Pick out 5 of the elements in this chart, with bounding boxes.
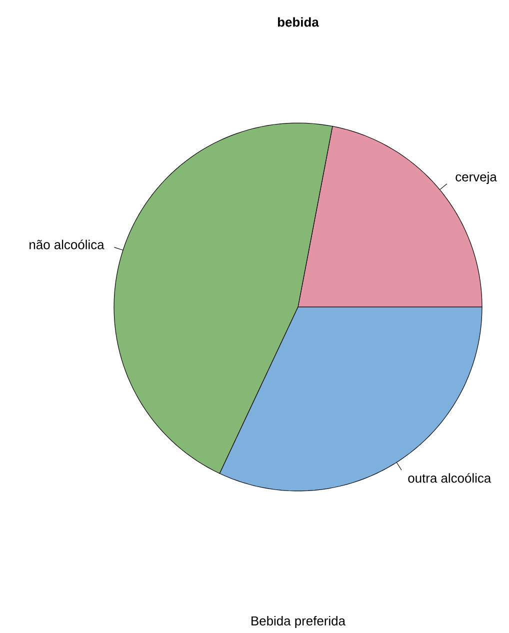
slice-label: não alcoólica <box>30 240 104 250</box>
slice-label: outra alcoólica <box>408 473 492 483</box>
text: Bebida preferida <box>252 616 346 628</box>
chart-title: bebida <box>278 17 319 27</box>
slice-label: cerveja <box>456 172 497 184</box>
